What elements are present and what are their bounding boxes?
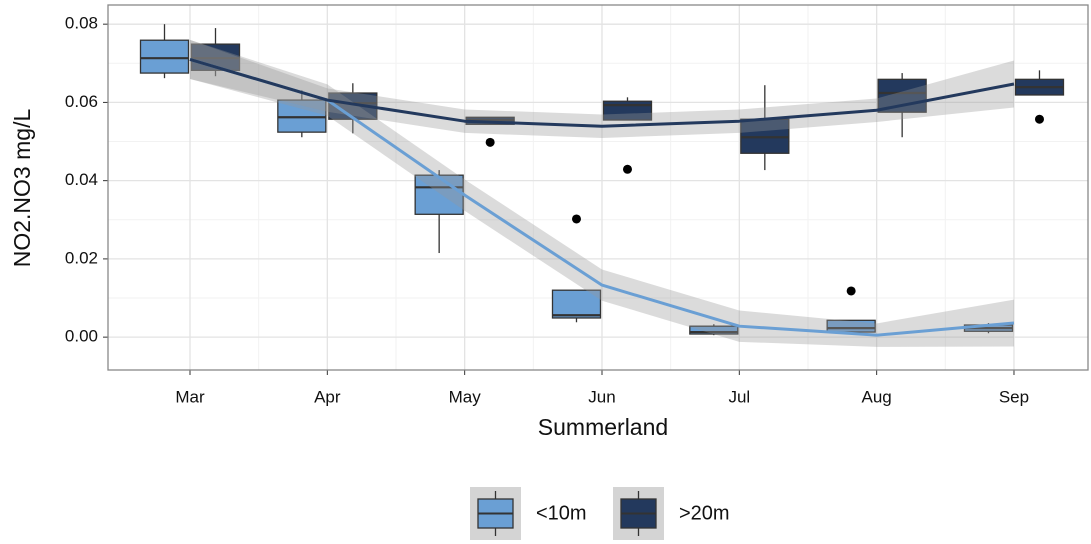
x-tick-label: Jul	[728, 387, 750, 406]
box	[277, 99, 327, 133]
box	[551, 289, 602, 319]
legend-item: <10m	[470, 487, 587, 540]
y-tick-label: 0.06	[65, 92, 98, 111]
x-tick-label: Apr	[314, 387, 341, 406]
box	[139, 39, 190, 74]
plot-border	[107, 4, 1089, 371]
y-tick-label: 0.04	[65, 170, 98, 189]
outlier	[1034, 114, 1044, 124]
box	[689, 325, 739, 335]
y-tick-label: 0.08	[65, 14, 98, 33]
smooth-line	[189, 57, 1015, 128]
x-axis-title: Summerland	[538, 414, 668, 440]
outlier	[485, 137, 495, 147]
y-tick-label: 0.02	[65, 248, 98, 267]
outlier	[846, 286, 856, 296]
x-tick-label: May	[449, 387, 482, 406]
legend-label: >20m	[679, 502, 730, 524]
legend-label: <10m	[536, 502, 587, 524]
y-tick-label: 0.00	[65, 327, 98, 346]
x-tick-label: Aug	[862, 387, 892, 406]
x-tick-label: Mar	[175, 387, 205, 406]
outlier	[622, 164, 632, 174]
outlier	[571, 214, 581, 224]
confidence-band	[190, 39, 1014, 139]
box	[414, 174, 464, 215]
y-axis-title: NO2.NO3 mg/L	[9, 109, 35, 268]
x-tick-label: Jun	[588, 387, 615, 406]
x-tick-label: Sep	[999, 387, 1029, 406]
legend-item: >20m	[613, 487, 730, 540]
